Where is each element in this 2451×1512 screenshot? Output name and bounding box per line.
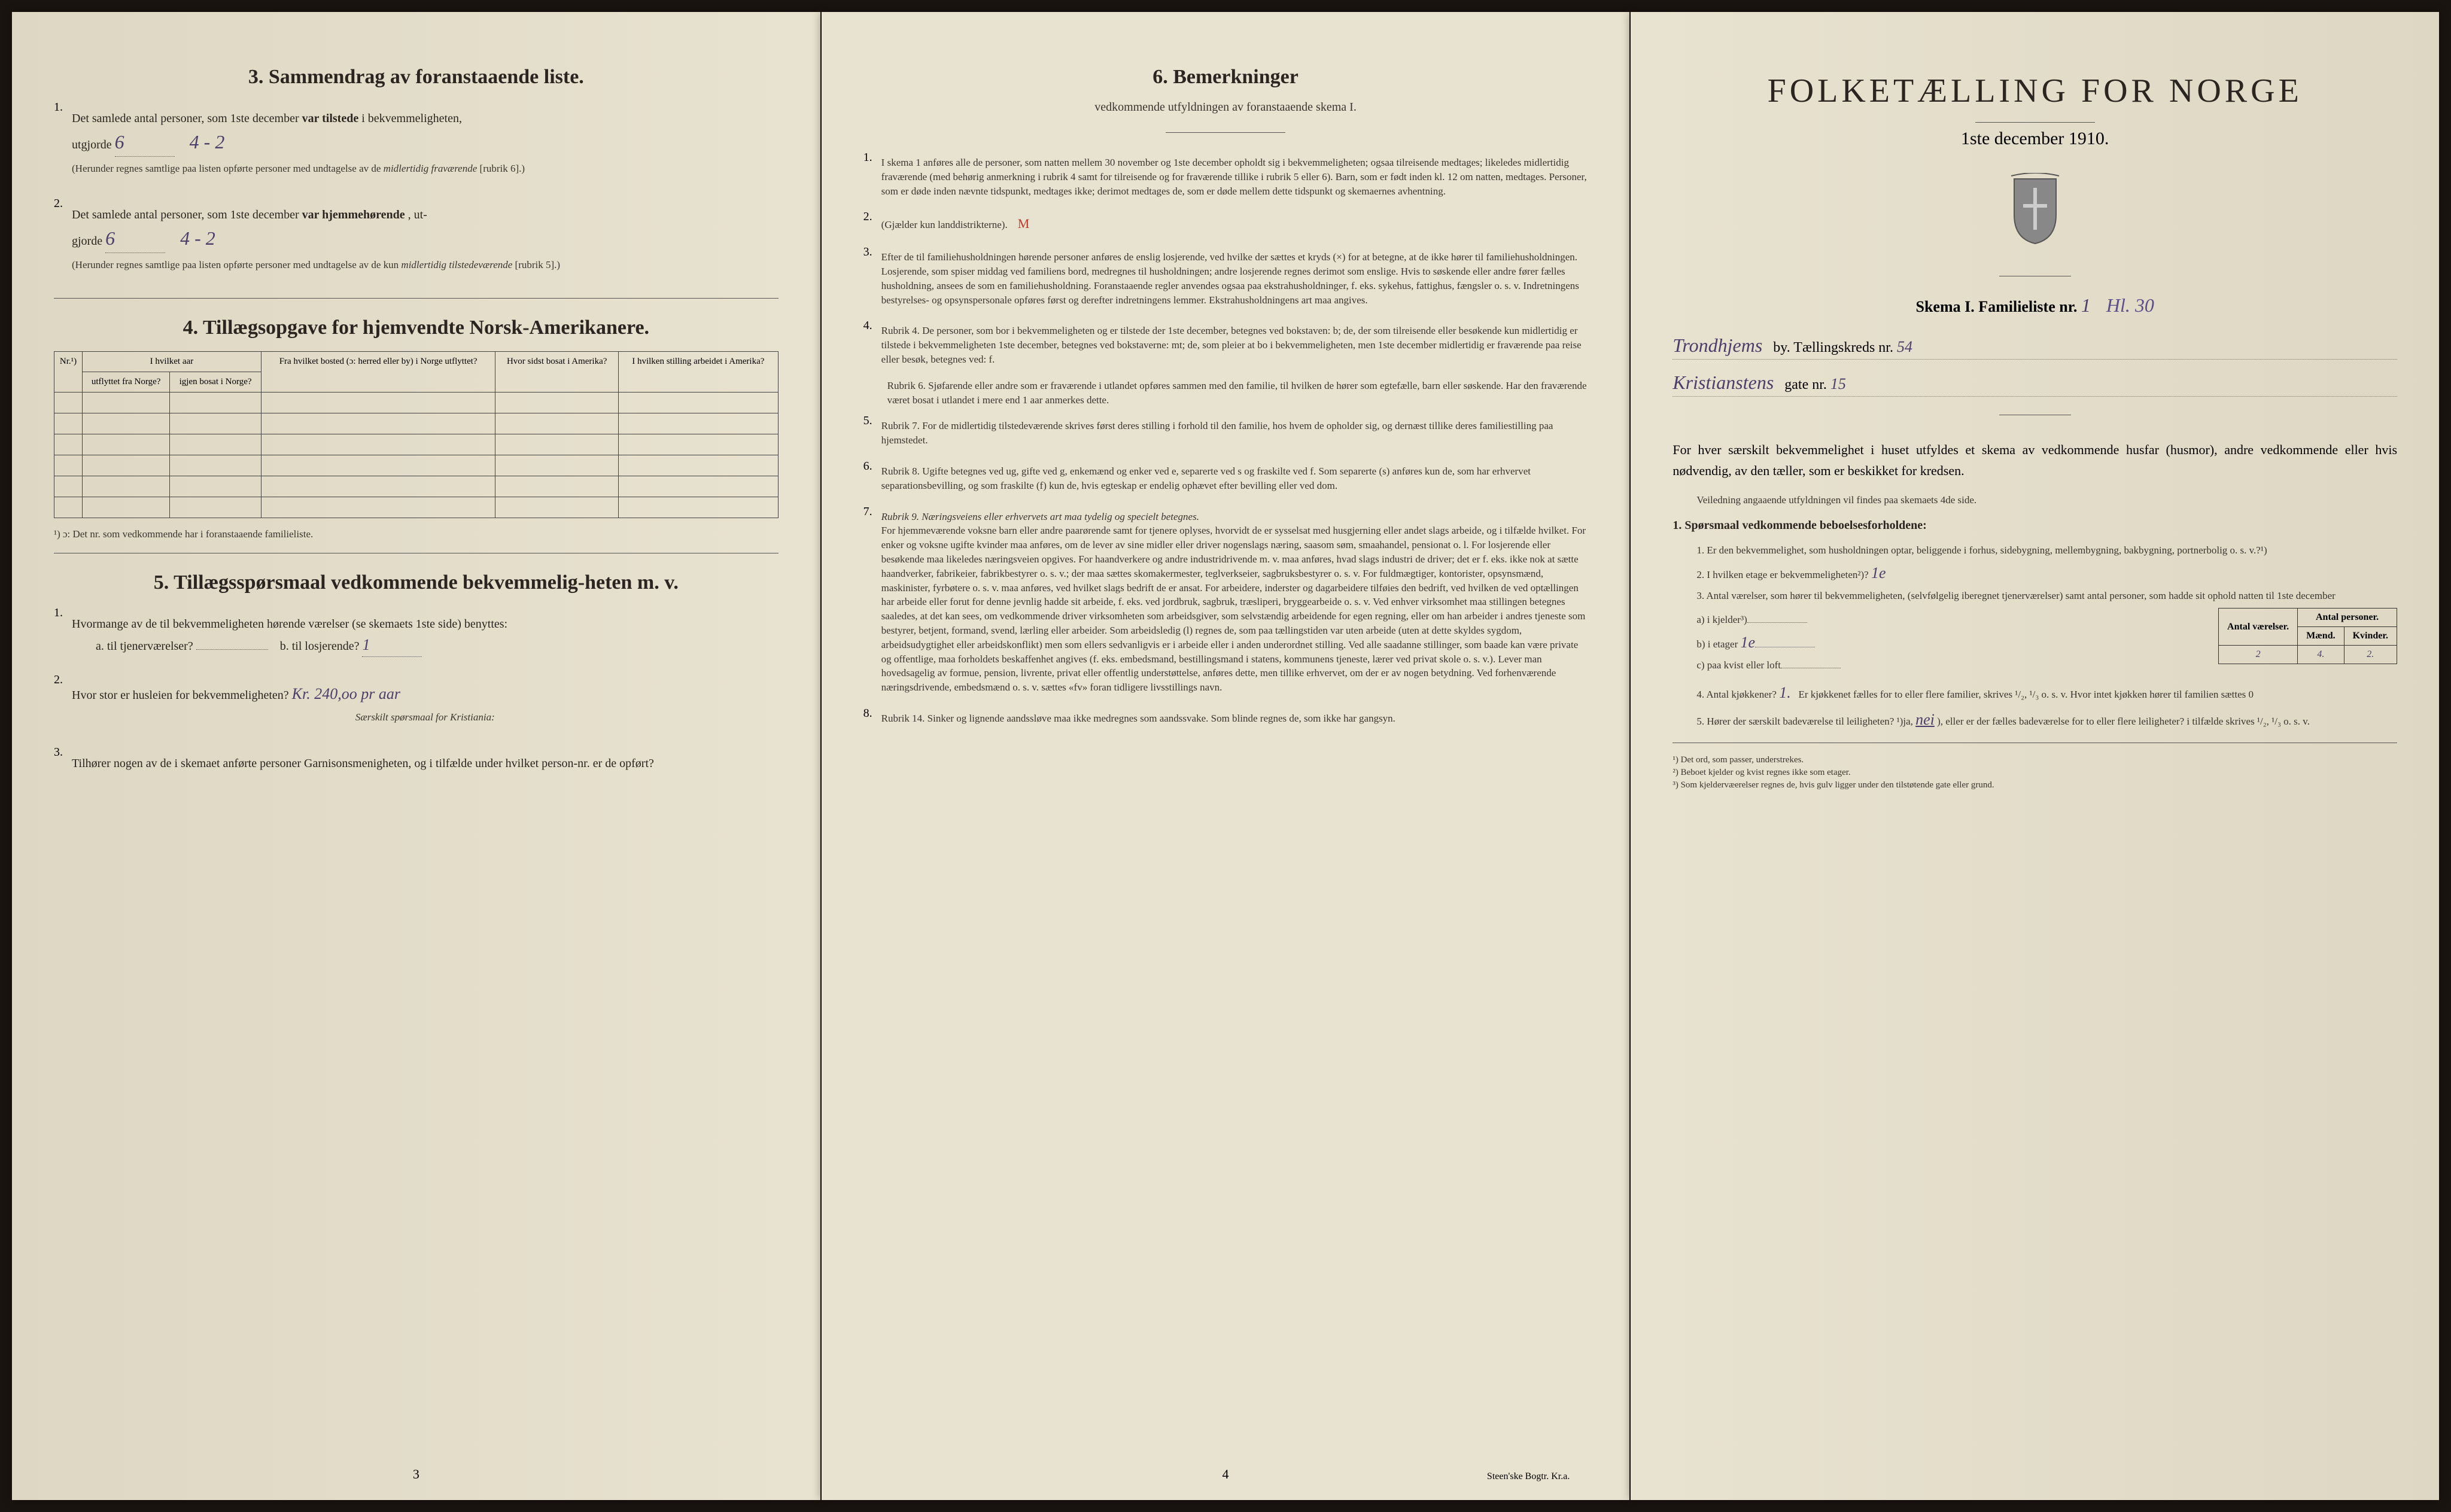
q1-3: 3. Antal værelser, som hører til bekvemm… xyxy=(1696,589,2397,603)
section6-subtitle: vedkommende utfyldningen av foranstaaend… xyxy=(863,101,1588,114)
street-name: Kristianstens xyxy=(1672,372,1774,393)
familieliste-nr: 1 xyxy=(2081,294,2091,316)
footnote-1: ¹) Det ord, som passer, understrekes. xyxy=(1672,755,2397,765)
section4-title: 4. Tillægsopgave for hjemvendte Norsk-Am… xyxy=(54,317,779,339)
remark-6: Rubrik 8. Ugifte betegnes ved ug, gifte … xyxy=(881,464,1588,493)
vaerelser-count: 2 xyxy=(2219,646,2298,664)
section5-q2: 2. Hvor stor er husleien for bekvemmelig… xyxy=(54,673,779,738)
section4-footnote: ¹) ɔ: Det nr. som vedkommende har i fora… xyxy=(54,527,779,541)
footnote-2: ²) Beboet kjelder og kvist regnes ikke s… xyxy=(1672,768,2397,778)
rubrik-6: Rubrik 6. Sjøfarende eller andre som er … xyxy=(887,379,1588,407)
city-line: Trondhjems by. Tællingskreds nr. 54 xyxy=(1672,334,2397,360)
census-document: 3. Sammendrag av foranstaaende liste. 1.… xyxy=(12,12,2439,1500)
losjerende-count: 1 xyxy=(362,633,422,657)
bad-answer: nei xyxy=(1915,711,1935,728)
remark-4: Rubrik 4. De personer, som bor i bekvemm… xyxy=(881,324,1588,366)
coat-of-arms-icon xyxy=(1672,173,2397,258)
section5-q3: 3. Tilhører nogen av de i skemaet anført… xyxy=(54,746,779,781)
section3-item2: 2. Det samlede antal personer, som 1ste … xyxy=(54,197,779,286)
kvinder-count: 2. xyxy=(2344,646,2397,664)
remark-2: (Gjælder kun landdistrikterne). M xyxy=(881,215,1588,233)
table-row xyxy=(54,392,779,413)
page-number: 4 xyxy=(1223,1467,1229,1482)
page-number: 3 xyxy=(413,1467,419,1482)
section5-q1: 1. Hvormange av de til bekvemmeligheten … xyxy=(54,606,779,666)
amerikanere-table: Nr.¹) I hvilket aar Fra hvilket bosted (… xyxy=(54,351,779,518)
census-date: 1ste december 1910. xyxy=(1672,129,2397,149)
section3-title: 3. Sammendrag av foranstaaende liste. xyxy=(54,66,779,89)
table-row xyxy=(54,497,779,518)
gate-nr: 15 xyxy=(1830,375,1846,393)
printer-mark: Steen'ske Bogtr. Kr.a. xyxy=(1487,1471,1570,1482)
section5-title: 5. Tillægsspørsmaal vedkommende bekvemme… xyxy=(54,571,779,594)
hl-number: Hl. 30 xyxy=(2106,294,2154,316)
tilstede-breakdown: 4 - 2 xyxy=(190,131,225,153)
table-row xyxy=(54,455,779,476)
section6-title: 6. Bemerkninger xyxy=(863,66,1588,89)
q1-1: 1. Er den bekvemmelighet, som husholdnin… xyxy=(1696,543,2397,558)
rooms-table: Antal værelser. Antal personer. Mænd. Kv… xyxy=(2218,608,2397,664)
intro-note: Veiledning angaaende utfyldningen vil fi… xyxy=(1696,493,2397,507)
remark-7: Rubrik 9. Næringsveiens eller erhvervets… xyxy=(881,510,1588,695)
city-name: Trondhjems xyxy=(1672,334,1762,356)
main-title: FOLKETÆLLING FOR NORGE xyxy=(1672,72,2397,110)
skema-line: Skema I. Familieliste nr. 1 Hl. 30 xyxy=(1672,294,2397,317)
questions-title: 1. Spørsmaal vedkommende beboelsesforhol… xyxy=(1672,516,2397,534)
section3-item1: 1. Det samlede antal personer, som 1ste … xyxy=(54,101,779,190)
page-4: 6. Bemerkninger vedkommende utfyldningen… xyxy=(822,12,1630,1500)
q1-4: 4. Antal kjøkkener? 1. Er kjøkkenet fæll… xyxy=(1696,682,2397,704)
street-line: Kristianstens gate nr. 15 xyxy=(1672,372,2397,397)
remark-8: Rubrik 14. Sinker og lignende aandssløve… xyxy=(881,711,1588,726)
hjemme-breakdown: 4 - 2 xyxy=(180,227,215,249)
remark-5: Rubrik 7. For de midlertidig tilstedevær… xyxy=(881,419,1588,448)
remark-3: Efter de til familiehusholdningen hørend… xyxy=(881,250,1588,307)
kreds-nr: 54 xyxy=(1897,338,1912,355)
kjokken-count: 1. xyxy=(1779,684,1791,701)
remark-1: I skema 1 anføres alle de personer, som … xyxy=(881,156,1588,198)
red-annotation: M xyxy=(1018,216,1030,231)
hjemme-total: 6 xyxy=(105,224,165,253)
husleie-value: Kr. 240,oo pr aar xyxy=(292,685,400,702)
table-row xyxy=(54,413,779,434)
tilstede-total: 6 xyxy=(115,127,175,157)
table-row xyxy=(54,434,779,455)
cover-page: FOLKETÆLLING FOR NORGE 1ste december 191… xyxy=(1631,12,2439,1500)
q1-5: 5. Hører der særskilt badeværelse til le… xyxy=(1696,709,2397,731)
q1-2: 2. I hvilken etage er bekvemmeligheten²)… xyxy=(1696,562,2397,584)
intro-paragraph: For hver særskilt bekvemmelighet i huset… xyxy=(1672,439,2397,481)
etage-value: 1e xyxy=(1871,564,1886,582)
maend-count: 4. xyxy=(2298,646,2344,664)
page-3: 3. Sammendrag av foranstaaende liste. 1.… xyxy=(12,12,820,1500)
footnote-3: ³) Som kjeldervæerelser regnes de, hvis … xyxy=(1672,780,2397,790)
table-row xyxy=(54,476,779,497)
